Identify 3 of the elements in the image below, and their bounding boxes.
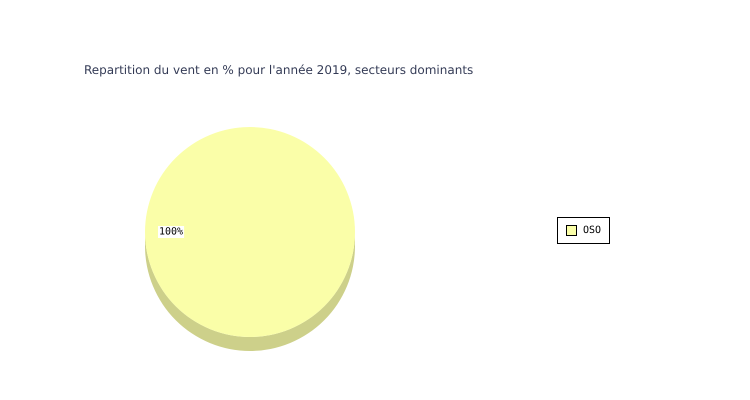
data-label: 100% <box>159 226 184 238</box>
legend-label: OSO <box>583 225 602 236</box>
chart-title: Repartition du vent en % pour l'année 2019, secteurs dominants <box>84 63 474 77</box>
